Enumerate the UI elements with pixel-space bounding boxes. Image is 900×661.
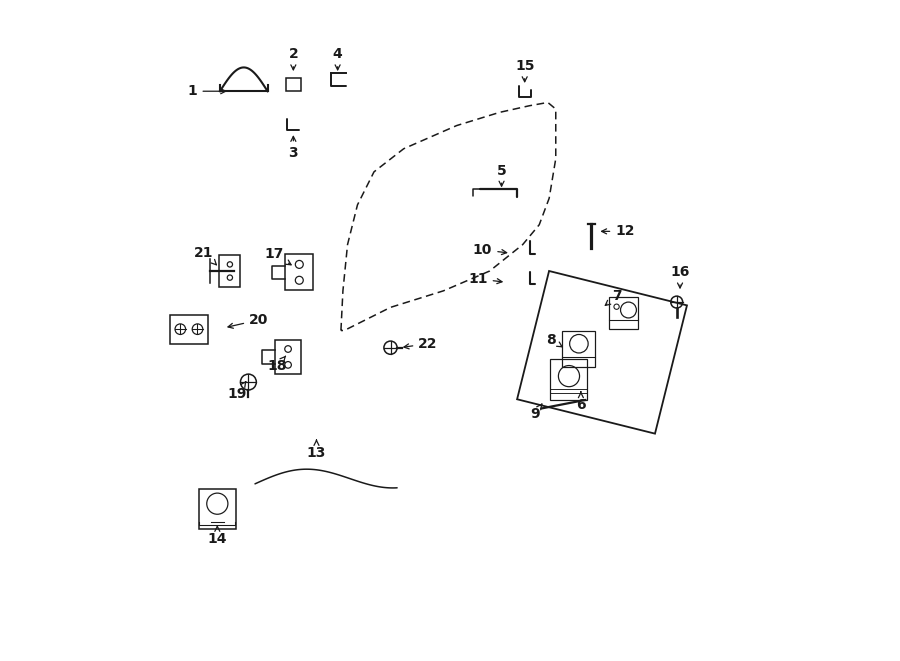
Text: 3: 3 <box>289 136 298 161</box>
Text: 22: 22 <box>404 336 437 351</box>
Text: 17: 17 <box>264 247 291 265</box>
Text: 5: 5 <box>497 163 507 186</box>
Bar <box>220 255 240 287</box>
Text: 19: 19 <box>228 381 247 401</box>
Text: 16: 16 <box>670 265 689 288</box>
Bar <box>170 315 208 344</box>
Text: 2: 2 <box>289 47 298 70</box>
Text: 12: 12 <box>601 224 634 239</box>
Bar <box>199 489 236 529</box>
Bar <box>274 340 302 374</box>
Text: 11: 11 <box>468 272 502 286</box>
Text: 9: 9 <box>530 404 542 421</box>
Text: 7: 7 <box>606 289 622 305</box>
Text: 18: 18 <box>267 356 286 373</box>
Text: 15: 15 <box>515 59 535 82</box>
Text: 6: 6 <box>576 392 586 412</box>
Text: 20: 20 <box>228 313 268 329</box>
Bar <box>551 359 588 400</box>
Text: 14: 14 <box>208 526 227 546</box>
Bar <box>285 254 313 290</box>
Bar <box>562 331 596 368</box>
Text: 13: 13 <box>307 440 326 461</box>
Text: 8: 8 <box>546 332 562 347</box>
Bar <box>286 78 301 91</box>
Text: 4: 4 <box>333 47 343 70</box>
Text: 21: 21 <box>194 245 216 265</box>
Text: 1: 1 <box>188 84 226 98</box>
Text: 10: 10 <box>472 243 507 257</box>
Bar <box>608 297 638 329</box>
